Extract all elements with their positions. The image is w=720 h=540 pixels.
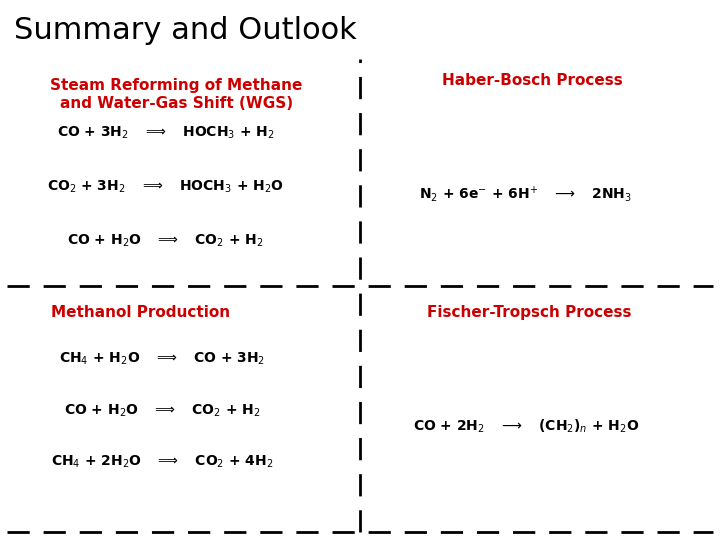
- Text: N$_2$ + 6e$^{-}$ + 6H$^{+}$   $\longrightarrow$   2NH$_3$: N$_2$ + 6e$^{-}$ + 6H$^{+}$ $\longrighta…: [419, 185, 632, 204]
- Text: Methanol Production: Methanol Production: [51, 305, 230, 320]
- Text: CH$_4$ + 2H$_2$O   $\Longrightarrow$   CO$_2$ + 4H$_2$: CH$_4$ + 2H$_2$O $\Longrightarrow$ CO$_2…: [51, 454, 273, 470]
- Text: Summary and Outlook: Summary and Outlook: [14, 16, 357, 45]
- Text: CO + H$_2$O   $\Longrightarrow$   CO$_2$ + H$_2$: CO + H$_2$O $\Longrightarrow$ CO$_2$ + H…: [63, 402, 261, 418]
- Text: CO + 3H$_2$   $\Longrightarrow$   HOCH$_3$ + H$_2$: CO + 3H$_2$ $\Longrightarrow$ HOCH$_3$ +…: [57, 124, 274, 140]
- Text: CH$_4$ + H$_2$O   $\Longrightarrow$   CO + 3H$_2$: CH$_4$ + H$_2$O $\Longrightarrow$ CO + 3…: [59, 351, 265, 367]
- Text: CO$_2$ + 3H$_2$   $\Longrightarrow$   HOCH$_3$ + H$_2$O: CO$_2$ + 3H$_2$ $\Longrightarrow$ HOCH$_…: [47, 178, 284, 194]
- Text: CO + 2H$_2$   $\longrightarrow$   (CH$_2$)$_n$ + H$_2$O: CO + 2H$_2$ $\longrightarrow$ (CH$_2$)$_…: [413, 418, 639, 435]
- Text: Fischer-Tropsch Process: Fischer-Tropsch Process: [427, 305, 631, 320]
- Text: Haber-Bosch Process: Haber-Bosch Process: [442, 73, 624, 88]
- Text: CO + H$_2$O   $\Longrightarrow$   CO$_2$ + H$_2$: CO + H$_2$O $\Longrightarrow$ CO$_2$ + H…: [67, 232, 264, 248]
- Text: Steam Reforming of Methane
and Water-Gas Shift (WGS): Steam Reforming of Methane and Water-Gas…: [50, 78, 302, 111]
